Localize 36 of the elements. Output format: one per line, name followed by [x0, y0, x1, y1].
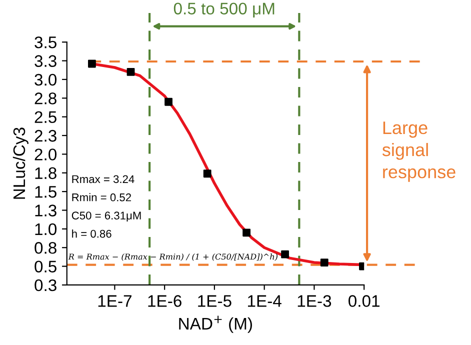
- y-tick-label: 1.8: [35, 167, 56, 180]
- y-tick-label: 0.3: [34, 279, 56, 292]
- y-tick-label: 0.5: [34, 260, 56, 272]
- x-axis-title: NAD$^{+}$ (M): [179, 316, 252, 333]
- x-tick-label: 1E-3: [298, 295, 332, 307]
- annotation: R = Rmax − (Rmax − Rmin) / (1 + (C50/[NAD])^h): [68, 253, 278, 261]
- y-tick-label: 0.8: [34, 242, 56, 254]
- y-tick-label: 1.3: [35, 204, 56, 216]
- y-tick-label: 1.5: [35, 186, 56, 198]
- x-tick-label: 1E-5: [198, 295, 232, 307]
- annotation: Rmin = 0.52: [72, 193, 131, 202]
- annotation: Rmax = 3.24: [72, 175, 134, 184]
- point: [242, 228, 250, 237]
- y-tick-label: 2.8: [34, 92, 56, 104]
- x-tick-label: 1E-6: [148, 295, 182, 307]
- x-tick-label: 1E-4: [248, 295, 282, 307]
- point: [88, 60, 96, 68]
- y-tick-label: 3.5: [34, 36, 56, 48]
- y-tick-label: 3.3: [34, 55, 56, 67]
- point: [320, 258, 328, 266]
- y-tick-label: 2.3: [34, 130, 56, 142]
- y-tick-label: 3.0: [34, 74, 57, 86]
- point: [281, 250, 289, 258]
- x-tick-label: 1E-7: [98, 295, 132, 307]
- y-tick-label: 2.5: [34, 111, 56, 124]
- x-tick-label: 0.01: [348, 295, 380, 307]
- y-tick-label: 2.0: [34, 148, 57, 160]
- y-tick-label: 1.0: [35, 223, 57, 236]
- y-axis-title: NLuc/Cy3: [12, 128, 28, 199]
- text: Large signal response: [382, 122, 456, 182]
- point: [164, 98, 172, 106]
- annotation: C50 = 6.31μM: [72, 212, 141, 222]
- text: 0.5 to 500 μM: [174, 2, 274, 18]
- point: [126, 68, 135, 76]
- annotation: h = 0.86: [72, 230, 112, 238]
- point: [203, 170, 212, 178]
